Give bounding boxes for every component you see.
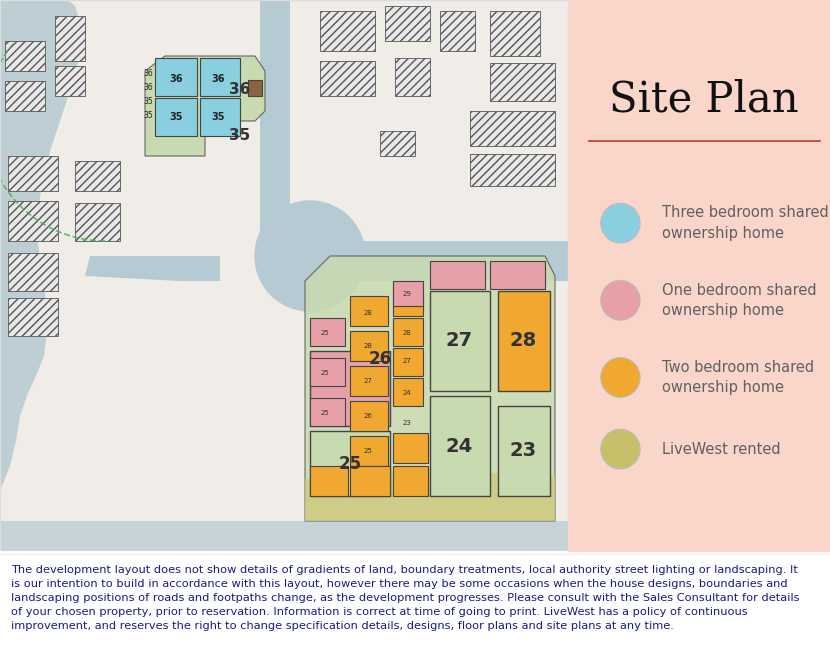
Bar xyxy=(395,58,430,96)
Bar xyxy=(393,378,423,406)
Bar xyxy=(350,331,388,361)
Bar xyxy=(393,348,423,376)
Text: 24: 24 xyxy=(403,390,412,396)
Bar xyxy=(310,358,345,386)
Text: Three bedroom shared
ownership home: Three bedroom shared ownership home xyxy=(662,205,829,241)
Text: 25: 25 xyxy=(364,448,373,454)
Text: 28: 28 xyxy=(364,310,373,316)
Bar xyxy=(75,203,120,241)
Text: 36: 36 xyxy=(169,74,183,84)
Bar xyxy=(350,296,388,326)
Ellipse shape xyxy=(601,280,640,320)
Text: 25: 25 xyxy=(320,410,330,416)
Text: 28: 28 xyxy=(364,343,373,349)
Text: The development layout does not show details of gradients of land, boundary trea: The development layout does not show det… xyxy=(11,564,799,631)
Polygon shape xyxy=(310,241,568,281)
Polygon shape xyxy=(305,256,555,521)
Text: 25: 25 xyxy=(320,370,330,376)
Bar xyxy=(393,433,428,463)
Bar xyxy=(393,466,428,496)
Text: 35: 35 xyxy=(229,129,251,143)
Circle shape xyxy=(255,201,365,311)
Text: 24: 24 xyxy=(446,436,472,456)
Text: 35: 35 xyxy=(212,112,225,122)
Bar xyxy=(430,396,490,496)
Bar xyxy=(75,161,120,191)
Ellipse shape xyxy=(601,429,640,469)
Bar xyxy=(320,11,375,51)
Bar xyxy=(470,154,555,186)
Bar xyxy=(200,98,240,136)
Text: 26: 26 xyxy=(369,350,392,368)
Text: 25: 25 xyxy=(339,455,362,473)
Text: 35: 35 xyxy=(143,96,153,106)
Bar xyxy=(55,66,85,96)
Bar xyxy=(490,11,540,56)
Text: 36: 36 xyxy=(229,82,251,96)
Bar xyxy=(430,261,485,289)
Text: 35: 35 xyxy=(169,112,183,122)
Bar xyxy=(200,58,240,96)
Bar xyxy=(380,131,415,156)
Bar xyxy=(8,201,58,241)
Bar xyxy=(498,291,550,391)
Bar xyxy=(470,111,555,146)
Polygon shape xyxy=(0,0,82,491)
Bar xyxy=(320,61,375,96)
Bar xyxy=(393,281,423,306)
Text: LiveWest rented: LiveWest rented xyxy=(662,442,781,457)
Ellipse shape xyxy=(601,203,640,243)
Text: Site Plan: Site Plan xyxy=(609,78,799,120)
Bar xyxy=(393,318,423,346)
Bar xyxy=(310,466,348,496)
Bar xyxy=(385,6,430,41)
Text: Two bedroom shared
ownership home: Two bedroom shared ownership home xyxy=(662,360,814,395)
Bar xyxy=(155,58,197,96)
Bar xyxy=(5,41,45,71)
Bar xyxy=(5,81,45,111)
Text: 29: 29 xyxy=(403,291,412,297)
Text: 27: 27 xyxy=(364,378,373,384)
Bar xyxy=(310,398,345,426)
Text: 25: 25 xyxy=(320,330,330,336)
Text: 27: 27 xyxy=(446,331,472,351)
Bar xyxy=(310,431,390,496)
Text: 26: 26 xyxy=(364,413,373,419)
Bar xyxy=(440,11,475,51)
Bar xyxy=(393,288,423,316)
Bar xyxy=(430,291,490,391)
Polygon shape xyxy=(305,473,555,521)
Bar xyxy=(350,466,390,496)
Text: 36: 36 xyxy=(212,74,225,84)
Bar xyxy=(248,80,262,96)
Bar xyxy=(350,401,388,431)
Bar xyxy=(310,351,390,426)
Bar xyxy=(490,261,545,289)
Text: 23: 23 xyxy=(403,420,412,426)
Text: 28: 28 xyxy=(510,331,537,351)
Bar xyxy=(490,63,555,101)
Text: 36: 36 xyxy=(143,82,153,92)
Polygon shape xyxy=(85,256,220,281)
Text: 27: 27 xyxy=(403,358,412,364)
Ellipse shape xyxy=(601,358,640,397)
Bar xyxy=(8,253,58,291)
Bar xyxy=(8,156,58,191)
Bar xyxy=(155,98,197,136)
Text: 35: 35 xyxy=(143,110,153,120)
Bar xyxy=(350,436,388,466)
Text: One bedroom shared
ownership home: One bedroom shared ownership home xyxy=(662,283,817,318)
Polygon shape xyxy=(145,56,265,156)
Bar xyxy=(350,366,388,396)
Bar xyxy=(8,298,58,336)
Text: 23: 23 xyxy=(510,442,536,461)
Bar xyxy=(55,16,85,61)
Text: 36: 36 xyxy=(143,68,153,78)
Bar xyxy=(0,521,568,551)
Bar xyxy=(310,318,345,346)
Polygon shape xyxy=(260,0,290,256)
Bar xyxy=(498,406,550,496)
Text: 28: 28 xyxy=(403,330,412,336)
